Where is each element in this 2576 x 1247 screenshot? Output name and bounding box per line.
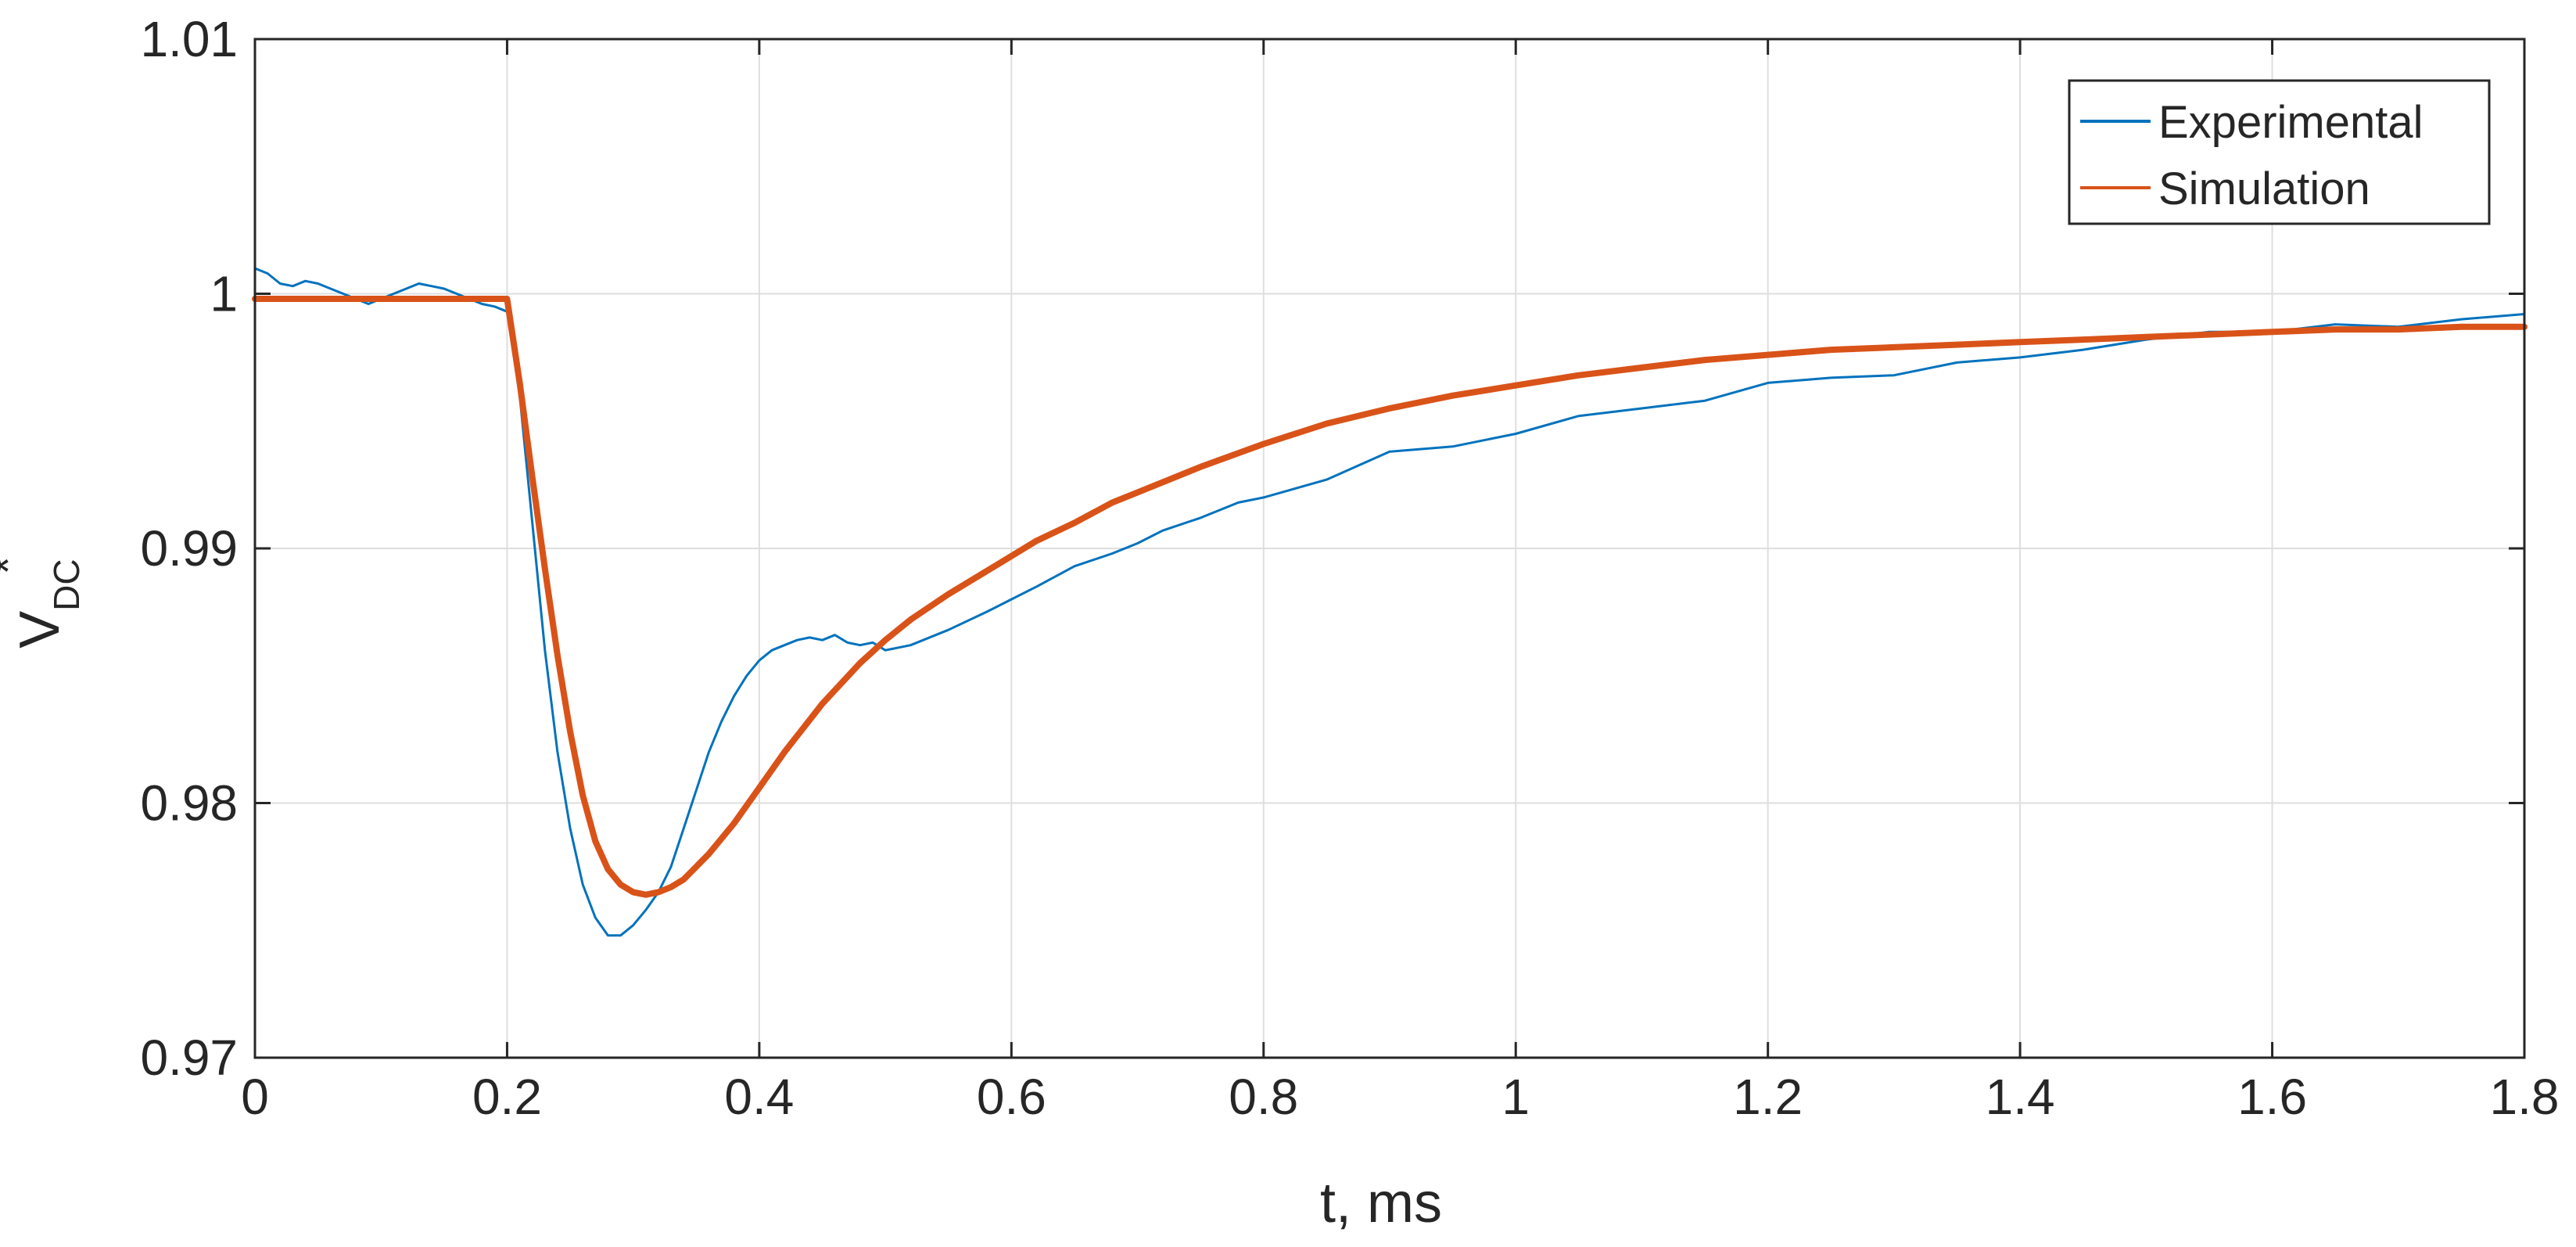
y-axis-label-subscript: DC — [46, 559, 87, 610]
y-tick-label: 1 — [210, 266, 238, 322]
x-tick-label: 0.8 — [1229, 1069, 1298, 1125]
y-axis-label-superscript: * — [0, 556, 34, 574]
x-axis-label: t, ms — [1320, 1172, 1442, 1234]
x-tick-label: 1.6 — [2237, 1069, 2307, 1125]
y-tick-label: 0.98 — [140, 775, 238, 832]
x-tick-label: 0.6 — [977, 1069, 1046, 1125]
legend-box — [2068, 79, 2491, 225]
legend: Experimental Simulation — [2068, 79, 2491, 225]
x-tick-label: 0.2 — [472, 1069, 542, 1125]
series-layer — [252, 267, 2528, 937]
x-tick-label: 1.2 — [1733, 1069, 1803, 1125]
y-axis-label-main: V — [9, 611, 71, 649]
y-tick-label: 1.01 — [140, 11, 238, 67]
x-tick-label: 1.4 — [1986, 1069, 2055, 1125]
y-tick-label: 0.97 — [140, 1030, 238, 1086]
y-tick-label: 0.99 — [140, 520, 238, 577]
y-axis-label: VDC * — [0, 556, 87, 649]
legend-label-experimental: Experimental — [2158, 97, 2423, 148]
x-tick-label: 1 — [1501, 1069, 1530, 1125]
series-line-experimental — [253, 267, 2526, 937]
x-tick-label: 0 — [241, 1069, 269, 1125]
legend-label-simulation: Simulation — [2158, 164, 2370, 214]
svg-text:VDC*: VDC * — [0, 556, 87, 649]
series-line-simulation — [252, 296, 2528, 898]
tick-layer: 0 0.2 0.4 0.6 0.8 1 1.2 1.4 1.6 1.8 0.97 0.98 0.99 1 1… — [140, 11, 2559, 1125]
x-tick-label: 1.8 — [2490, 1069, 2560, 1125]
x-tick-label: 0.4 — [724, 1069, 794, 1125]
